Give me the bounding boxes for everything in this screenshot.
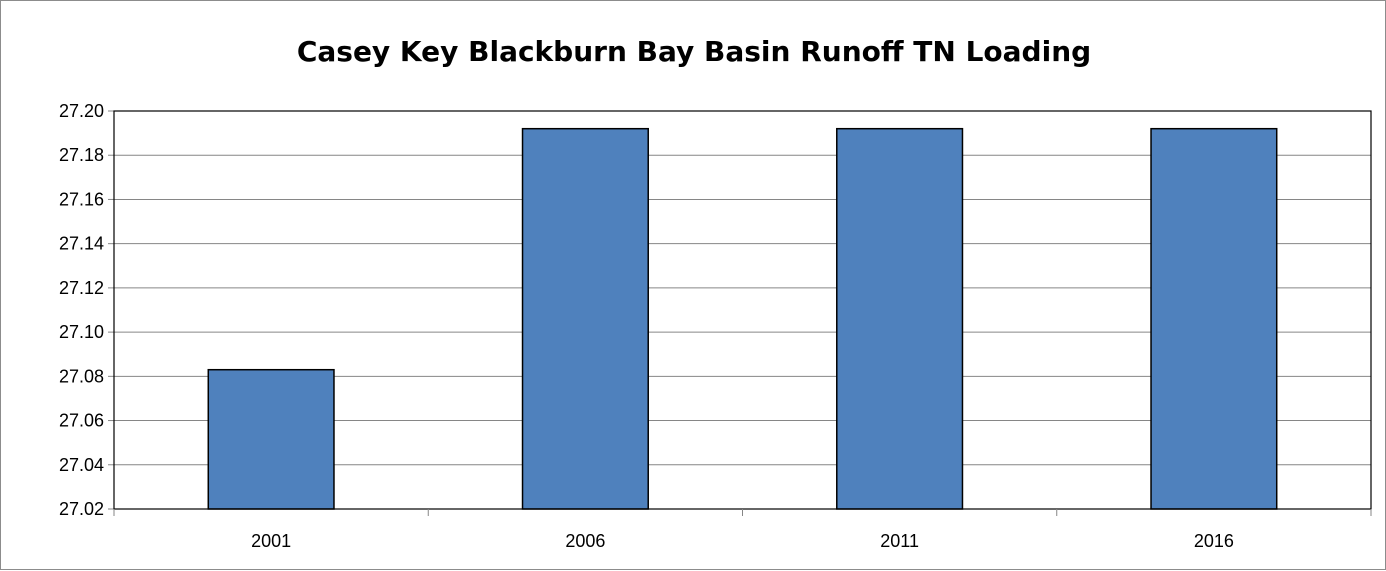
x-tick-label: 2011 (880, 531, 919, 551)
y-tick-label: 27.04 (59, 455, 104, 475)
axes (108, 110, 1372, 516)
x-tick-label: 2001 (251, 531, 291, 551)
y-tick-label: 27.16 (59, 189, 104, 209)
x-tick-label: 2006 (565, 531, 605, 551)
tick-labels: 27.02 27.04 27.06 27.08 27.10 27.12 27.14 27.16… (59, 101, 1234, 551)
y-tick-label: 27.06 (59, 411, 104, 431)
y-tick-label: 27.20 (59, 101, 104, 121)
bar (836, 127, 964, 510)
y-tick-label: 27.02 (59, 499, 104, 519)
x-tick-label: 2016 (1194, 531, 1234, 551)
y-tick-label: 27.10 (59, 322, 104, 342)
bars (207, 127, 1278, 510)
y-tick-label: 27.12 (59, 278, 104, 298)
y-tick-label: 27.08 (59, 366, 104, 386)
chart-title: Casey Key Blackburn Bay Basin Runoff TN … (296, 35, 1092, 68)
y-tick-label: 27.18 (59, 145, 104, 165)
bar (207, 368, 335, 510)
bar (1150, 127, 1278, 510)
bar (521, 127, 649, 510)
y-tick-label: 27.14 (59, 234, 104, 254)
